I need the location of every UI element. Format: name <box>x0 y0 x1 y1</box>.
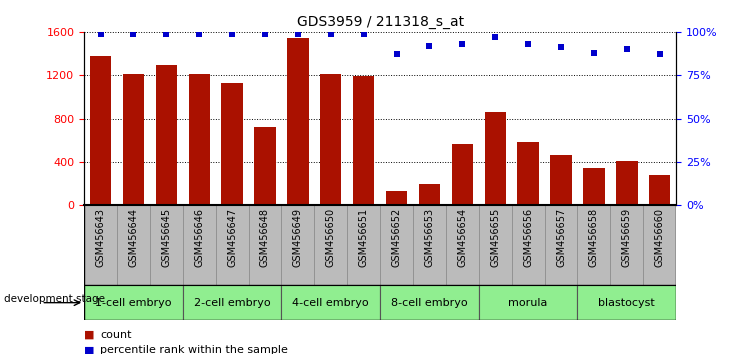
Bar <box>150 205 183 285</box>
Bar <box>281 205 314 285</box>
Bar <box>550 155 572 205</box>
Text: 4-cell embryo: 4-cell embryo <box>292 298 369 308</box>
Bar <box>386 191 407 205</box>
Point <box>522 41 534 47</box>
Text: GSM456654: GSM456654 <box>458 208 467 267</box>
Bar <box>545 205 577 285</box>
Point <box>424 43 436 48</box>
Text: GSM456657: GSM456657 <box>556 208 566 267</box>
Point <box>358 31 369 36</box>
Text: GSM456659: GSM456659 <box>622 208 632 267</box>
Bar <box>117 205 150 285</box>
Bar <box>156 65 177 205</box>
Bar <box>512 205 545 285</box>
Bar <box>254 127 276 205</box>
Point <box>227 31 238 36</box>
Bar <box>380 205 413 285</box>
Bar <box>216 205 249 285</box>
Bar <box>610 205 643 285</box>
Bar <box>518 142 539 205</box>
Text: GSM456656: GSM456656 <box>523 208 533 267</box>
Bar <box>123 74 144 205</box>
Bar <box>353 76 374 205</box>
Bar <box>485 112 506 205</box>
Bar <box>643 205 676 285</box>
Text: GSM456643: GSM456643 <box>96 208 105 267</box>
Text: GSM456651: GSM456651 <box>359 208 368 267</box>
Bar <box>616 161 637 205</box>
Point <box>161 31 173 36</box>
Bar <box>419 184 440 205</box>
Text: GSM456648: GSM456648 <box>260 208 270 267</box>
Text: GSM456645: GSM456645 <box>162 208 171 267</box>
Bar <box>649 175 670 205</box>
Point <box>456 41 469 47</box>
Bar <box>281 285 380 320</box>
Text: 1-cell embryo: 1-cell embryo <box>95 298 172 308</box>
Bar <box>183 285 281 320</box>
Text: GSM456660: GSM456660 <box>655 208 664 267</box>
Bar <box>221 83 243 205</box>
Point <box>292 31 304 36</box>
Bar <box>183 205 216 285</box>
Text: GSM456644: GSM456644 <box>129 208 138 267</box>
Bar <box>314 205 347 285</box>
Point <box>556 45 567 50</box>
Point <box>193 31 205 36</box>
Bar <box>90 56 111 205</box>
Text: GSM456647: GSM456647 <box>227 208 237 267</box>
Bar <box>84 205 117 285</box>
Bar <box>320 74 341 205</box>
Bar <box>287 38 308 205</box>
Point <box>127 31 139 36</box>
Point <box>654 52 666 57</box>
Bar <box>577 205 610 285</box>
Text: count: count <box>100 330 132 339</box>
Bar <box>249 205 281 285</box>
Bar <box>479 205 512 285</box>
Text: GSM456649: GSM456649 <box>293 208 303 267</box>
Bar <box>189 74 210 205</box>
Point <box>621 46 633 52</box>
Bar <box>452 143 473 205</box>
Text: percentile rank within the sample: percentile rank within the sample <box>100 346 288 354</box>
Bar <box>84 285 183 320</box>
Text: GSM456646: GSM456646 <box>194 208 204 267</box>
Text: GSM456658: GSM456658 <box>589 208 599 267</box>
Text: GSM456652: GSM456652 <box>392 208 401 267</box>
Bar <box>446 205 479 285</box>
Text: ■: ■ <box>84 330 94 339</box>
Point <box>259 31 270 36</box>
Text: GSM456650: GSM456650 <box>326 208 336 267</box>
Point <box>325 31 336 36</box>
Bar <box>347 205 380 285</box>
Bar <box>413 205 446 285</box>
Text: 8-cell embryo: 8-cell embryo <box>391 298 468 308</box>
Title: GDS3959 / 211318_s_at: GDS3959 / 211318_s_at <box>297 16 463 29</box>
Text: 2-cell embryo: 2-cell embryo <box>194 298 270 308</box>
Point <box>588 50 600 56</box>
Text: ■: ■ <box>84 346 94 354</box>
Bar <box>583 169 605 205</box>
Point <box>390 52 402 57</box>
Bar <box>479 285 577 320</box>
Text: development stage: development stage <box>4 294 105 304</box>
Text: blastocyst: blastocyst <box>599 298 655 308</box>
Text: GSM456655: GSM456655 <box>491 208 500 267</box>
Text: morula: morula <box>509 298 548 308</box>
Point <box>490 34 501 40</box>
Bar <box>577 285 676 320</box>
Point <box>95 31 107 36</box>
Text: GSM456653: GSM456653 <box>425 208 434 267</box>
Bar <box>380 285 479 320</box>
